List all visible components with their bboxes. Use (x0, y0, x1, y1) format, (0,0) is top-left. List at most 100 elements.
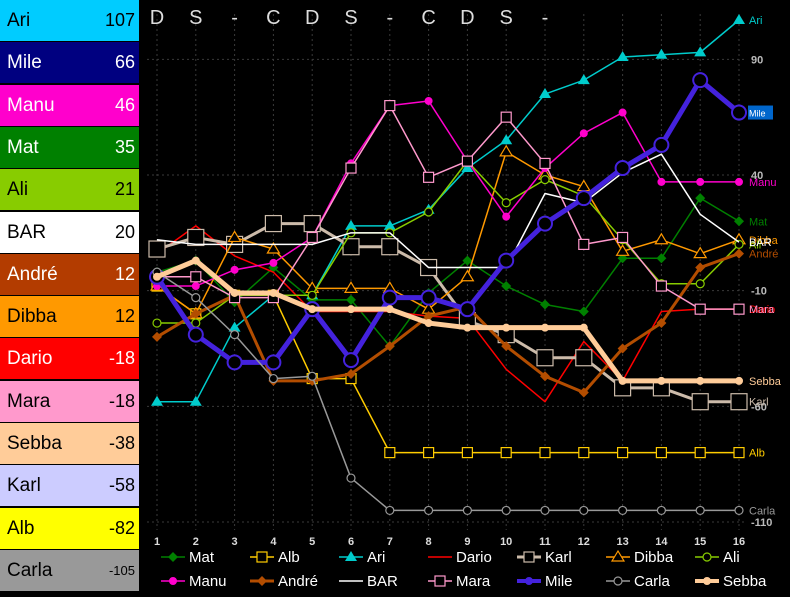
round-type-label: S (344, 7, 357, 29)
data-point (423, 311, 434, 322)
x-tick-label: 16 (733, 536, 745, 548)
data-point (539, 157, 551, 170)
leaderboard-row-manu: Manu 46 (0, 84, 139, 126)
x-tick-label: 12 (578, 536, 590, 548)
data-point (346, 294, 356, 305)
data-point (191, 282, 200, 291)
leaderboard-player-score: 66 (114, 52, 135, 73)
data-point (381, 289, 398, 306)
round-type-label: S (189, 7, 202, 29)
x-tick-label: 13 (616, 536, 628, 548)
legend-label: Ari (367, 549, 385, 566)
series-end-label: Manu (749, 177, 777, 189)
leaderboard-player-score: 20 (114, 221, 135, 242)
data-point (501, 281, 512, 292)
y-tick-label: -110 (751, 517, 772, 529)
data-point (424, 505, 434, 516)
data-point (525, 577, 533, 585)
legend-item-carla: Carla (606, 573, 671, 590)
data-point (617, 446, 629, 459)
legend-label: Alb (278, 549, 300, 566)
data-point (501, 341, 512, 352)
legend-item-ari: Ari (339, 549, 385, 566)
series-end-label: Sebba (749, 376, 782, 388)
leaderboard-player-score: -38 (108, 433, 135, 453)
data-point (434, 575, 446, 587)
data-point (536, 349, 554, 367)
data-point (257, 576, 267, 586)
data-point (345, 551, 357, 561)
y-tick-label: 90 (751, 54, 763, 66)
data-point (696, 177, 705, 186)
series-carla (152, 267, 744, 516)
leaderboard-row-mat: Mat 35 (0, 126, 139, 168)
series-line (156, 225, 739, 403)
data-point (345, 162, 357, 174)
leaderboard-player-score: 12 (114, 263, 135, 284)
round-type-label: D (305, 7, 319, 29)
data-point (190, 308, 201, 319)
legend-label: Sebba (723, 573, 767, 590)
legend-item-mara: Mara (428, 573, 491, 590)
end-label-badge (748, 105, 773, 120)
data-point (423, 446, 435, 459)
x-tick-label: 10 (500, 536, 512, 548)
legend-item-mat: Mat (161, 549, 215, 566)
data-point (346, 473, 356, 483)
series-manu (153, 96, 743, 291)
leaderboard-row-ali: Ali 21 (0, 169, 139, 211)
data-point (499, 144, 514, 157)
series-end-label: Dario (749, 304, 775, 316)
series-sebba (153, 256, 743, 385)
leaderboard-player-score: 21 (114, 179, 135, 200)
legend-label: André (278, 573, 318, 590)
x-tick-label: 8 (426, 536, 432, 548)
leaderboard-player-score: -18 (108, 348, 135, 369)
data-point (153, 272, 161, 281)
series-end-label: Dibba (749, 235, 779, 247)
data-point (618, 108, 627, 117)
series-mile (149, 72, 747, 371)
data-point (655, 280, 668, 292)
data-point (424, 207, 434, 217)
data-point (657, 177, 666, 186)
leaderboard-player-name: Mara (7, 390, 51, 412)
series-end-label: Alb (749, 448, 765, 460)
data-point (462, 255, 473, 266)
round-type-label: D (460, 7, 474, 29)
data-point (187, 228, 205, 247)
data-point (733, 14, 745, 24)
data-point (655, 446, 668, 459)
data-point (540, 371, 550, 382)
series-end-label: Ali (749, 239, 761, 251)
data-point (734, 239, 744, 249)
data-point (461, 162, 474, 173)
leaderboard-player-score: -105 (108, 562, 135, 578)
x-tick-label: 2 (193, 536, 199, 548)
data-point (618, 376, 627, 385)
leaderboard-player-score: -82 (108, 517, 135, 538)
series-end-label: André (749, 249, 778, 261)
legend-item-dario: Dario (428, 549, 492, 566)
leaderboard-player-name: Sebba (7, 433, 62, 454)
x-tick-label: 6 (348, 536, 354, 548)
data-point (423, 171, 435, 183)
data-point (579, 505, 589, 516)
data-point (306, 231, 318, 244)
leaderboard-player-score: 46 (114, 94, 135, 115)
legend-label: Ali (723, 549, 740, 566)
leaderboard-player-score: 12 (114, 306, 135, 327)
data-point (264, 214, 283, 233)
data-point (265, 354, 282, 371)
x-tick-label: 11 (539, 536, 551, 548)
data-point (346, 368, 356, 379)
leaderboard-player-name: BAR (7, 221, 47, 243)
data-point (385, 305, 394, 314)
data-point (148, 240, 166, 258)
leaderboard-row-karl: Karl -58 (0, 465, 139, 507)
data-point (735, 177, 743, 186)
series-end-label: Mile (749, 109, 766, 119)
data-point (734, 505, 744, 516)
data-point (230, 265, 239, 274)
